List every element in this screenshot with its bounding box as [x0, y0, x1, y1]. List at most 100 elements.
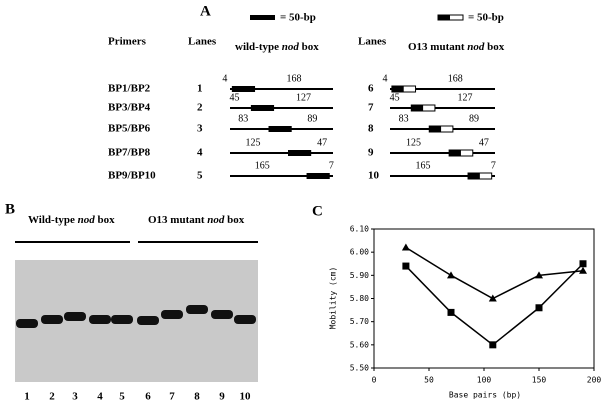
marker [401, 243, 410, 251]
marker [402, 262, 410, 270]
lane: 8 [368, 123, 374, 135]
length-label: 45 [390, 92, 400, 103]
band [111, 315, 133, 324]
band [211, 310, 233, 319]
t: box [484, 41, 504, 53]
lane-number: 8 [194, 391, 200, 403]
lane: 6 [368, 83, 374, 95]
length-label: 168 [448, 73, 463, 84]
x-axis-label: Base pairs (bp) [449, 391, 521, 400]
x-tick-label: 200 [587, 376, 602, 385]
lane: 10 [368, 170, 380, 182]
lane-number: 5 [119, 391, 125, 403]
panel-label: B [5, 201, 15, 217]
length-label: 45 [229, 92, 239, 103]
lane-number: 10 [240, 391, 252, 403]
nod-box [250, 105, 275, 111]
x-tick-label: 150 [532, 376, 547, 385]
primers: BP5/BP6 [108, 123, 151, 135]
lane: 9 [368, 147, 374, 159]
y-tick-label: 5.80 [350, 294, 369, 303]
nod-box [268, 126, 292, 132]
primers: BP3/BP4 [108, 102, 151, 114]
length-label: 165 [416, 160, 431, 171]
marker [579, 266, 587, 274]
t: box [299, 41, 319, 53]
t: box [95, 214, 115, 226]
x-tick-label: 50 [424, 376, 434, 385]
y-tick-label: 6.10 [350, 225, 369, 234]
lane-group: Wild-type nod box [28, 214, 115, 226]
y-tick-label: 5.70 [350, 317, 369, 326]
y-tick-label: 5.60 [350, 340, 369, 349]
nod-box [391, 86, 404, 92]
band [89, 315, 111, 324]
band [16, 319, 38, 328]
marker [535, 304, 543, 312]
lane: 1 [197, 83, 203, 95]
length-label: 7 [329, 160, 334, 171]
x-tick-label: 100 [477, 376, 492, 385]
primers: BP7/BP8 [108, 147, 151, 159]
t: O13 mutant [408, 41, 467, 53]
t: O13 mutant [148, 214, 207, 226]
lane: 2 [197, 102, 203, 114]
marker [579, 260, 587, 268]
marker [447, 308, 455, 316]
t: nod [467, 41, 485, 53]
band [234, 315, 256, 324]
nod-box [468, 173, 480, 179]
legend-text: = 50-bp [280, 12, 316, 24]
panel-label: C [312, 203, 323, 219]
lane-number: 7 [169, 391, 175, 403]
lane-number: 6 [145, 391, 151, 403]
length-label: 4 [222, 73, 227, 84]
lane-number: 2 [49, 391, 55, 403]
header: O13 mutant nod box [408, 41, 505, 53]
lane: 4 [197, 147, 203, 159]
band [161, 310, 183, 319]
length-label: 89 [469, 113, 479, 124]
length-label: 168 [287, 73, 302, 84]
lane-number: 9 [219, 391, 225, 403]
panel-label: A [200, 3, 211, 19]
header: Primers [108, 36, 147, 48]
series-line [405, 263, 584, 346]
lane-number: 4 [97, 391, 103, 403]
nod-box [306, 173, 330, 179]
header: Lanes [358, 36, 387, 48]
length-label: 165 [255, 160, 270, 171]
marker [447, 271, 455, 279]
marker [489, 341, 497, 349]
t: nod [78, 214, 96, 226]
bands [16, 305, 256, 328]
t: wild-type [235, 41, 282, 53]
length-label: 127 [457, 92, 472, 103]
legend-box [438, 15, 450, 20]
band [64, 312, 86, 321]
y-axis-label: Mobility (cm) [329, 267, 338, 330]
length-label: 83 [238, 113, 248, 124]
length-label: 125 [406, 137, 421, 148]
lane: 3 [197, 123, 203, 135]
lane: 7 [368, 102, 374, 114]
nod-box [429, 126, 442, 132]
marker [488, 294, 497, 302]
t: nod [207, 214, 225, 226]
length-label: 127 [296, 92, 311, 103]
length-label: 83 [399, 113, 409, 124]
band [137, 316, 159, 325]
length-label: 47 [479, 137, 489, 148]
nod-box [287, 150, 312, 156]
length-label: 125 [245, 137, 260, 148]
nod-box [411, 105, 424, 111]
lane-number: 1 [24, 391, 30, 403]
t: box [224, 214, 244, 226]
t: Wild-type [28, 214, 78, 226]
header: wild-type nod box [235, 41, 319, 53]
y-tick-label: 6.00 [350, 248, 369, 257]
marker [535, 271, 543, 279]
primers: BP1/BP2 [108, 83, 151, 95]
t: nod [282, 41, 300, 53]
